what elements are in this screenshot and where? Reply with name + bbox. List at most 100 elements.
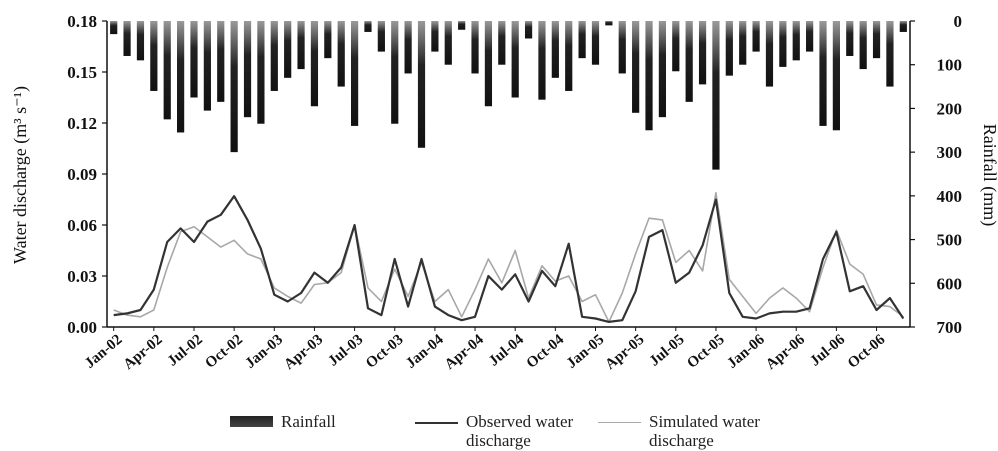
bar [685, 21, 693, 102]
bar [444, 21, 452, 65]
y-axis-label: Water discharge (m³ s⁻¹) [10, 86, 31, 264]
legend-swatch [598, 422, 641, 423]
x-tick-label: Jul-04 [486, 331, 527, 369]
bar [163, 21, 171, 120]
y2-tick-label: 400 [937, 187, 963, 206]
bar [337, 21, 345, 87]
x-tick-label: Jul-05 [647, 332, 688, 370]
bar [618, 21, 626, 74]
legend-label: Rainfall [281, 412, 336, 431]
x-tick-label: Apr-02 [121, 332, 166, 373]
bar [792, 21, 800, 61]
bar [524, 21, 533, 39]
bar [404, 21, 412, 74]
y2-tick-label: 500 [937, 231, 963, 250]
bar [364, 21, 372, 32]
bar [538, 21, 546, 100]
bar [511, 21, 519, 98]
bar [658, 21, 667, 118]
x-tick-label: Oct-06 [845, 331, 889, 371]
y-tick-label: 0.00 [67, 318, 97, 337]
bar [498, 21, 506, 65]
y2-tick-label: 600 [937, 274, 963, 293]
bar [324, 21, 332, 59]
bar [739, 21, 747, 65]
bar [203, 21, 211, 111]
bar [779, 21, 787, 67]
y-tick-label: 0.15 [67, 63, 97, 82]
bar [431, 21, 439, 52]
y2-tick-label: 300 [937, 143, 963, 162]
bar [417, 21, 426, 148]
x-tick-label: Apr-04 [442, 331, 487, 373]
bar [270, 21, 278, 91]
bar [458, 21, 466, 30]
x-tick-label: Oct-05 [684, 332, 727, 372]
bar [832, 21, 840, 131]
x-tick-label: Jul-02 [165, 332, 206, 370]
bar [872, 21, 881, 59]
legend-swatch [230, 416, 273, 427]
bar [484, 21, 493, 107]
line [113, 195, 905, 323]
bar [177, 21, 185, 133]
x-tick-label: Jan-02 [82, 332, 125, 372]
bar [765, 21, 774, 87]
bar [110, 21, 118, 35]
bar [846, 21, 854, 56]
y2-tick-label: 700 [937, 318, 963, 337]
legend-item: Observed water discharge [415, 412, 596, 450]
bar [859, 21, 867, 70]
bar [150, 21, 158, 91]
legend-item: Simulated water discharge [598, 412, 779, 450]
bar [217, 21, 225, 102]
bar [698, 21, 707, 85]
bar [377, 21, 385, 52]
x-tick-label: Apr-05 [602, 332, 647, 373]
y2-axis-label: Rainfall (mm) [979, 124, 998, 226]
x-tick-label: Jan-06 [724, 331, 768, 371]
x-tick-label: Apr-03 [281, 332, 326, 373]
bar [578, 21, 586, 59]
y-tick-label: 0.18 [67, 12, 97, 31]
bar [136, 21, 145, 61]
bar [591, 21, 600, 65]
bar [284, 21, 292, 78]
y2-tick-label: 0 [954, 12, 963, 31]
bar [297, 21, 305, 70]
bar [672, 21, 680, 72]
bar [230, 21, 238, 153]
bar [310, 21, 319, 107]
bar [391, 21, 399, 124]
x-tick-label: Jan-05 [564, 332, 607, 372]
legend-label: Simulated water discharge [649, 412, 760, 450]
bar [819, 21, 827, 126]
bar [752, 21, 760, 52]
bar [565, 21, 573, 91]
x-tick-label: Jan-04 [403, 331, 447, 371]
bar [806, 21, 814, 52]
bar [551, 21, 559, 78]
y-tick-label: 0.12 [67, 114, 97, 133]
bar [886, 21, 894, 87]
legend-swatch [415, 422, 458, 424]
y2-tick-label: 200 [937, 99, 963, 118]
bar [899, 21, 907, 32]
legend-label: Observed water discharge [466, 412, 574, 450]
legend-item: Rainfall [230, 412, 336, 431]
bar [645, 21, 653, 131]
x-tick-label: Jul-06 [807, 331, 848, 369]
bar [632, 21, 640, 113]
bar [123, 21, 131, 56]
y2-tick-label: 100 [937, 56, 963, 75]
y-tick-label: 0.03 [67, 267, 97, 286]
bar [257, 21, 265, 124]
x-tick-label: Jul-03 [325, 332, 366, 370]
bar [190, 21, 198, 98]
x-tick-label: Apr-06 [763, 331, 808, 373]
bar [605, 21, 613, 26]
x-tick-label: Oct-03 [363, 332, 406, 372]
bar [243, 21, 252, 118]
x-tick-label: Oct-02 [202, 332, 245, 372]
